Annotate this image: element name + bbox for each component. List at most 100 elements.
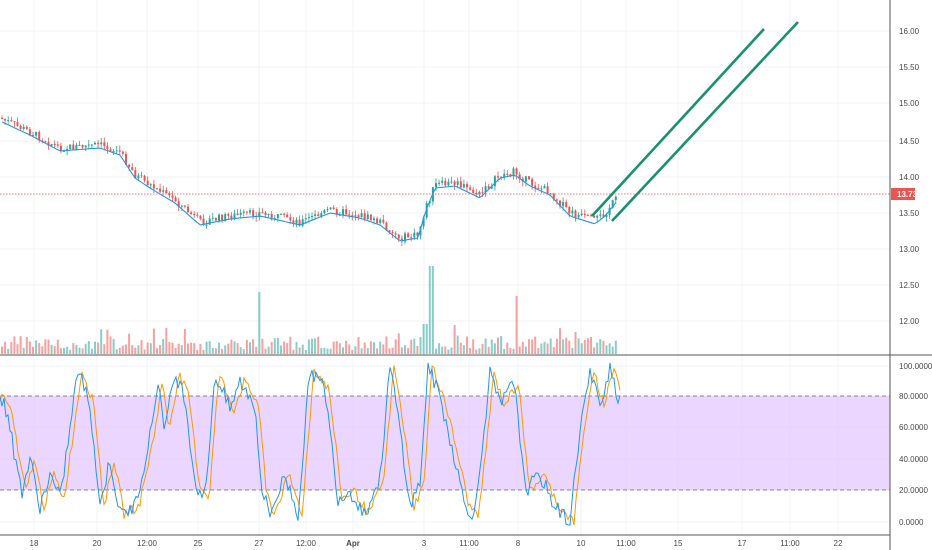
candle-body xyxy=(28,129,31,136)
candle-body xyxy=(245,211,248,213)
volume-bar xyxy=(162,338,165,354)
volume-bar xyxy=(1,346,3,354)
candle-body xyxy=(394,233,397,235)
oscillator-axis[interactable]: 100.0000 80.0000 60.0000 40.0000 20.0000 0.00… xyxy=(899,362,932,527)
volume-bar xyxy=(258,292,261,354)
volume-bar xyxy=(419,337,422,354)
candle-body xyxy=(4,118,7,121)
candle-body xyxy=(583,213,586,216)
volume-bar xyxy=(400,347,403,354)
volume-bar xyxy=(276,337,279,354)
volume-bar xyxy=(193,343,196,354)
candle-body xyxy=(149,184,152,186)
trend-line-lower[interactable] xyxy=(611,21,799,222)
volume-bar xyxy=(199,343,202,354)
volume-bar xyxy=(611,346,614,354)
candle-body xyxy=(562,201,565,207)
volume-bar xyxy=(35,340,38,354)
volume-bar xyxy=(245,339,248,354)
time-axis-label: 8 xyxy=(516,539,521,548)
volume-bar xyxy=(264,348,267,354)
volume-bar xyxy=(280,345,282,354)
price-axis-label: 14.50 xyxy=(899,137,920,146)
volume-bar xyxy=(493,343,496,354)
trend-line-upper[interactable] xyxy=(591,28,765,217)
volume-bar xyxy=(134,347,137,354)
volume-bar xyxy=(323,347,326,354)
volume-bar xyxy=(261,338,264,354)
candle-body xyxy=(177,201,180,207)
volume-bar xyxy=(580,343,583,354)
volume-bar xyxy=(242,349,245,354)
volume-bar xyxy=(534,336,537,354)
candle-body xyxy=(345,209,348,215)
candle-body xyxy=(205,224,208,226)
candle-body xyxy=(7,120,10,122)
candle-body xyxy=(84,145,87,148)
volume-bar xyxy=(72,343,75,354)
candle-body xyxy=(190,212,193,215)
volume-bar xyxy=(187,343,189,354)
volume-bar xyxy=(565,337,568,354)
oscillator-axis-label: 80.0000 xyxy=(899,392,928,401)
candle-body xyxy=(69,144,72,150)
time-axis-label: 10 xyxy=(577,539,586,548)
volume-bar xyxy=(391,347,394,354)
candle-body xyxy=(469,187,472,190)
volume-bar xyxy=(38,343,41,354)
candle-body xyxy=(218,214,220,221)
volume-bar xyxy=(509,347,512,354)
volume-bar xyxy=(115,349,118,354)
volume-bar xyxy=(608,343,611,354)
volume-bar xyxy=(283,341,286,354)
candle-body xyxy=(242,211,245,213)
volume-bar xyxy=(304,349,307,354)
volume-bar xyxy=(425,324,428,354)
candle-body xyxy=(376,218,379,224)
candle-body xyxy=(78,144,81,146)
time-axis-label: 12:00 xyxy=(296,539,317,548)
candle-body xyxy=(385,222,388,231)
candle-body xyxy=(512,168,515,177)
candle-body xyxy=(332,207,335,210)
candle-body xyxy=(453,181,456,185)
time-axis-label: 15 xyxy=(674,539,683,548)
volume-bar xyxy=(32,346,34,354)
price-axis-label: 13.50 xyxy=(899,209,920,218)
candle-body xyxy=(484,186,487,193)
candle-body xyxy=(1,118,3,119)
candle-body xyxy=(540,188,543,190)
time-axis[interactable]: 18 20 12:00 25 27 12:00 Apr 3 11:00 8 10 11:00 15 17 1… xyxy=(30,539,843,548)
volume-bar xyxy=(338,343,341,354)
time-axis-label: 12:00 xyxy=(137,539,158,548)
price-axis[interactable]: 16.00 15.50 15.00 14.50 14.00 13.50 13.00 12.50… xyxy=(899,27,920,326)
volume-bar xyxy=(366,348,369,354)
candle-body xyxy=(156,188,158,190)
candle-body xyxy=(103,142,106,147)
volume-bar xyxy=(546,343,549,354)
candle-body xyxy=(249,210,251,213)
candle-body xyxy=(100,142,103,145)
volume-bar xyxy=(84,343,87,354)
candle-body xyxy=(97,142,100,145)
candle-body xyxy=(311,215,313,217)
volume-bar xyxy=(469,347,472,354)
candle-body xyxy=(140,175,143,177)
candle-body xyxy=(568,206,571,214)
volume-bar xyxy=(459,342,462,354)
candle-body xyxy=(221,214,224,222)
volume-bar xyxy=(512,348,515,354)
candle-body xyxy=(323,210,326,214)
volume-bar xyxy=(307,339,310,354)
volume-bar xyxy=(69,349,72,354)
candle-body xyxy=(13,121,16,123)
candle-body xyxy=(22,126,25,129)
candle-body xyxy=(366,214,369,220)
volume-bar xyxy=(44,339,47,354)
current-price-label: 13.73 xyxy=(897,190,918,199)
volume-bar xyxy=(208,341,211,354)
volume-bar xyxy=(7,348,10,354)
volume-bar xyxy=(484,338,487,354)
candle-body xyxy=(239,212,242,215)
